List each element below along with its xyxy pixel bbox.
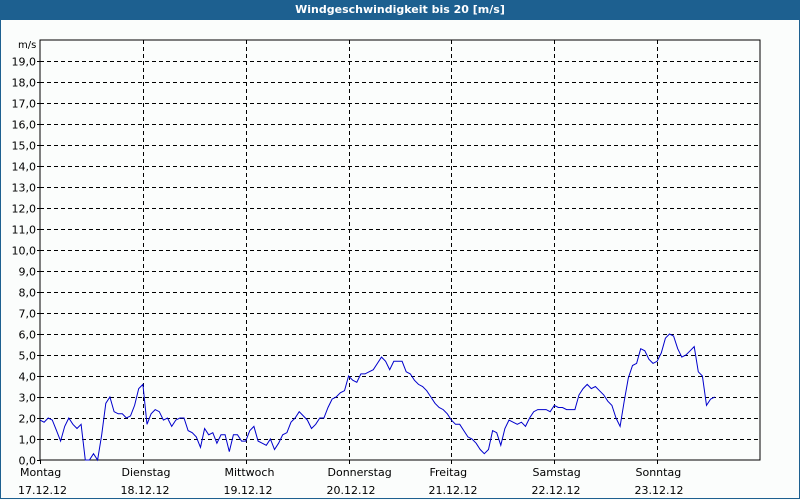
y-tick-label: 0,0 [19,455,37,468]
y-tick-label: 1,0 [19,434,37,447]
x-date-label: 21.12.12 [429,484,478,497]
y-tick-label: 3,0 [19,392,37,405]
y-tick-label: 8,0 [19,287,37,300]
y-tick-label: 4,0 [19,371,37,384]
x-date-label: 22.12.12 [532,484,581,497]
x-day-label: Sonntag [636,466,682,479]
x-day-label: Freitag [430,466,468,479]
y-tick-label: 5,0 [19,350,37,363]
y-axis-ticks: 0,0 1,0 2,0 3,0 4,0 5,0 6,0 7,0 8,0 9,0 10,0 11,0 12… [12,56,40,468]
y-tick-label: 16,0 [12,119,37,132]
window-title: Windgeschwindigkeit bis 20 [m/s] [0,0,800,20]
wind-speed-line [39,333,715,462]
y-tick-label: 15,0 [12,140,37,153]
x-date-label: 19.12.12 [224,484,273,497]
x-day-label: Donnerstag [328,466,392,479]
grid-lines [40,40,760,460]
y-axis-unit-label: m/s [18,40,37,51]
x-date-label: 20.12.12 [327,484,376,497]
plot-frame [39,39,761,461]
x-date-label: 17.12.12 [18,484,67,497]
y-tick-label: 17,0 [12,98,37,111]
y-tick-label: 7,0 [19,308,37,321]
x-axis-ticks: Montag 17.12.12 Dienstag 18.12.12 Mittwoch 19… [18,460,683,497]
x-day-label: Samstag [533,466,581,479]
y-tick-label: 10,0 [12,245,37,258]
x-date-label: 18.12.12 [121,484,170,497]
x-date-label: 23.12.12 [635,484,684,497]
y-tick-label: 12,0 [12,203,37,216]
y-tick-label: 13,0 [12,182,37,195]
x-day-label: Montag [20,466,61,479]
y-tick-label: 19,0 [12,56,37,69]
y-tick-label: 2,0 [19,413,37,426]
y-tick-label: 11,0 [12,224,37,237]
x-day-label: Mittwoch [225,466,275,479]
y-tick-label: 6,0 [19,329,37,342]
x-day-label: Dienstag [122,466,171,479]
y-tick-label: 9,0 [19,266,37,279]
y-tick-label: 14,0 [12,161,37,174]
y-tick-label: 18,0 [12,77,37,90]
